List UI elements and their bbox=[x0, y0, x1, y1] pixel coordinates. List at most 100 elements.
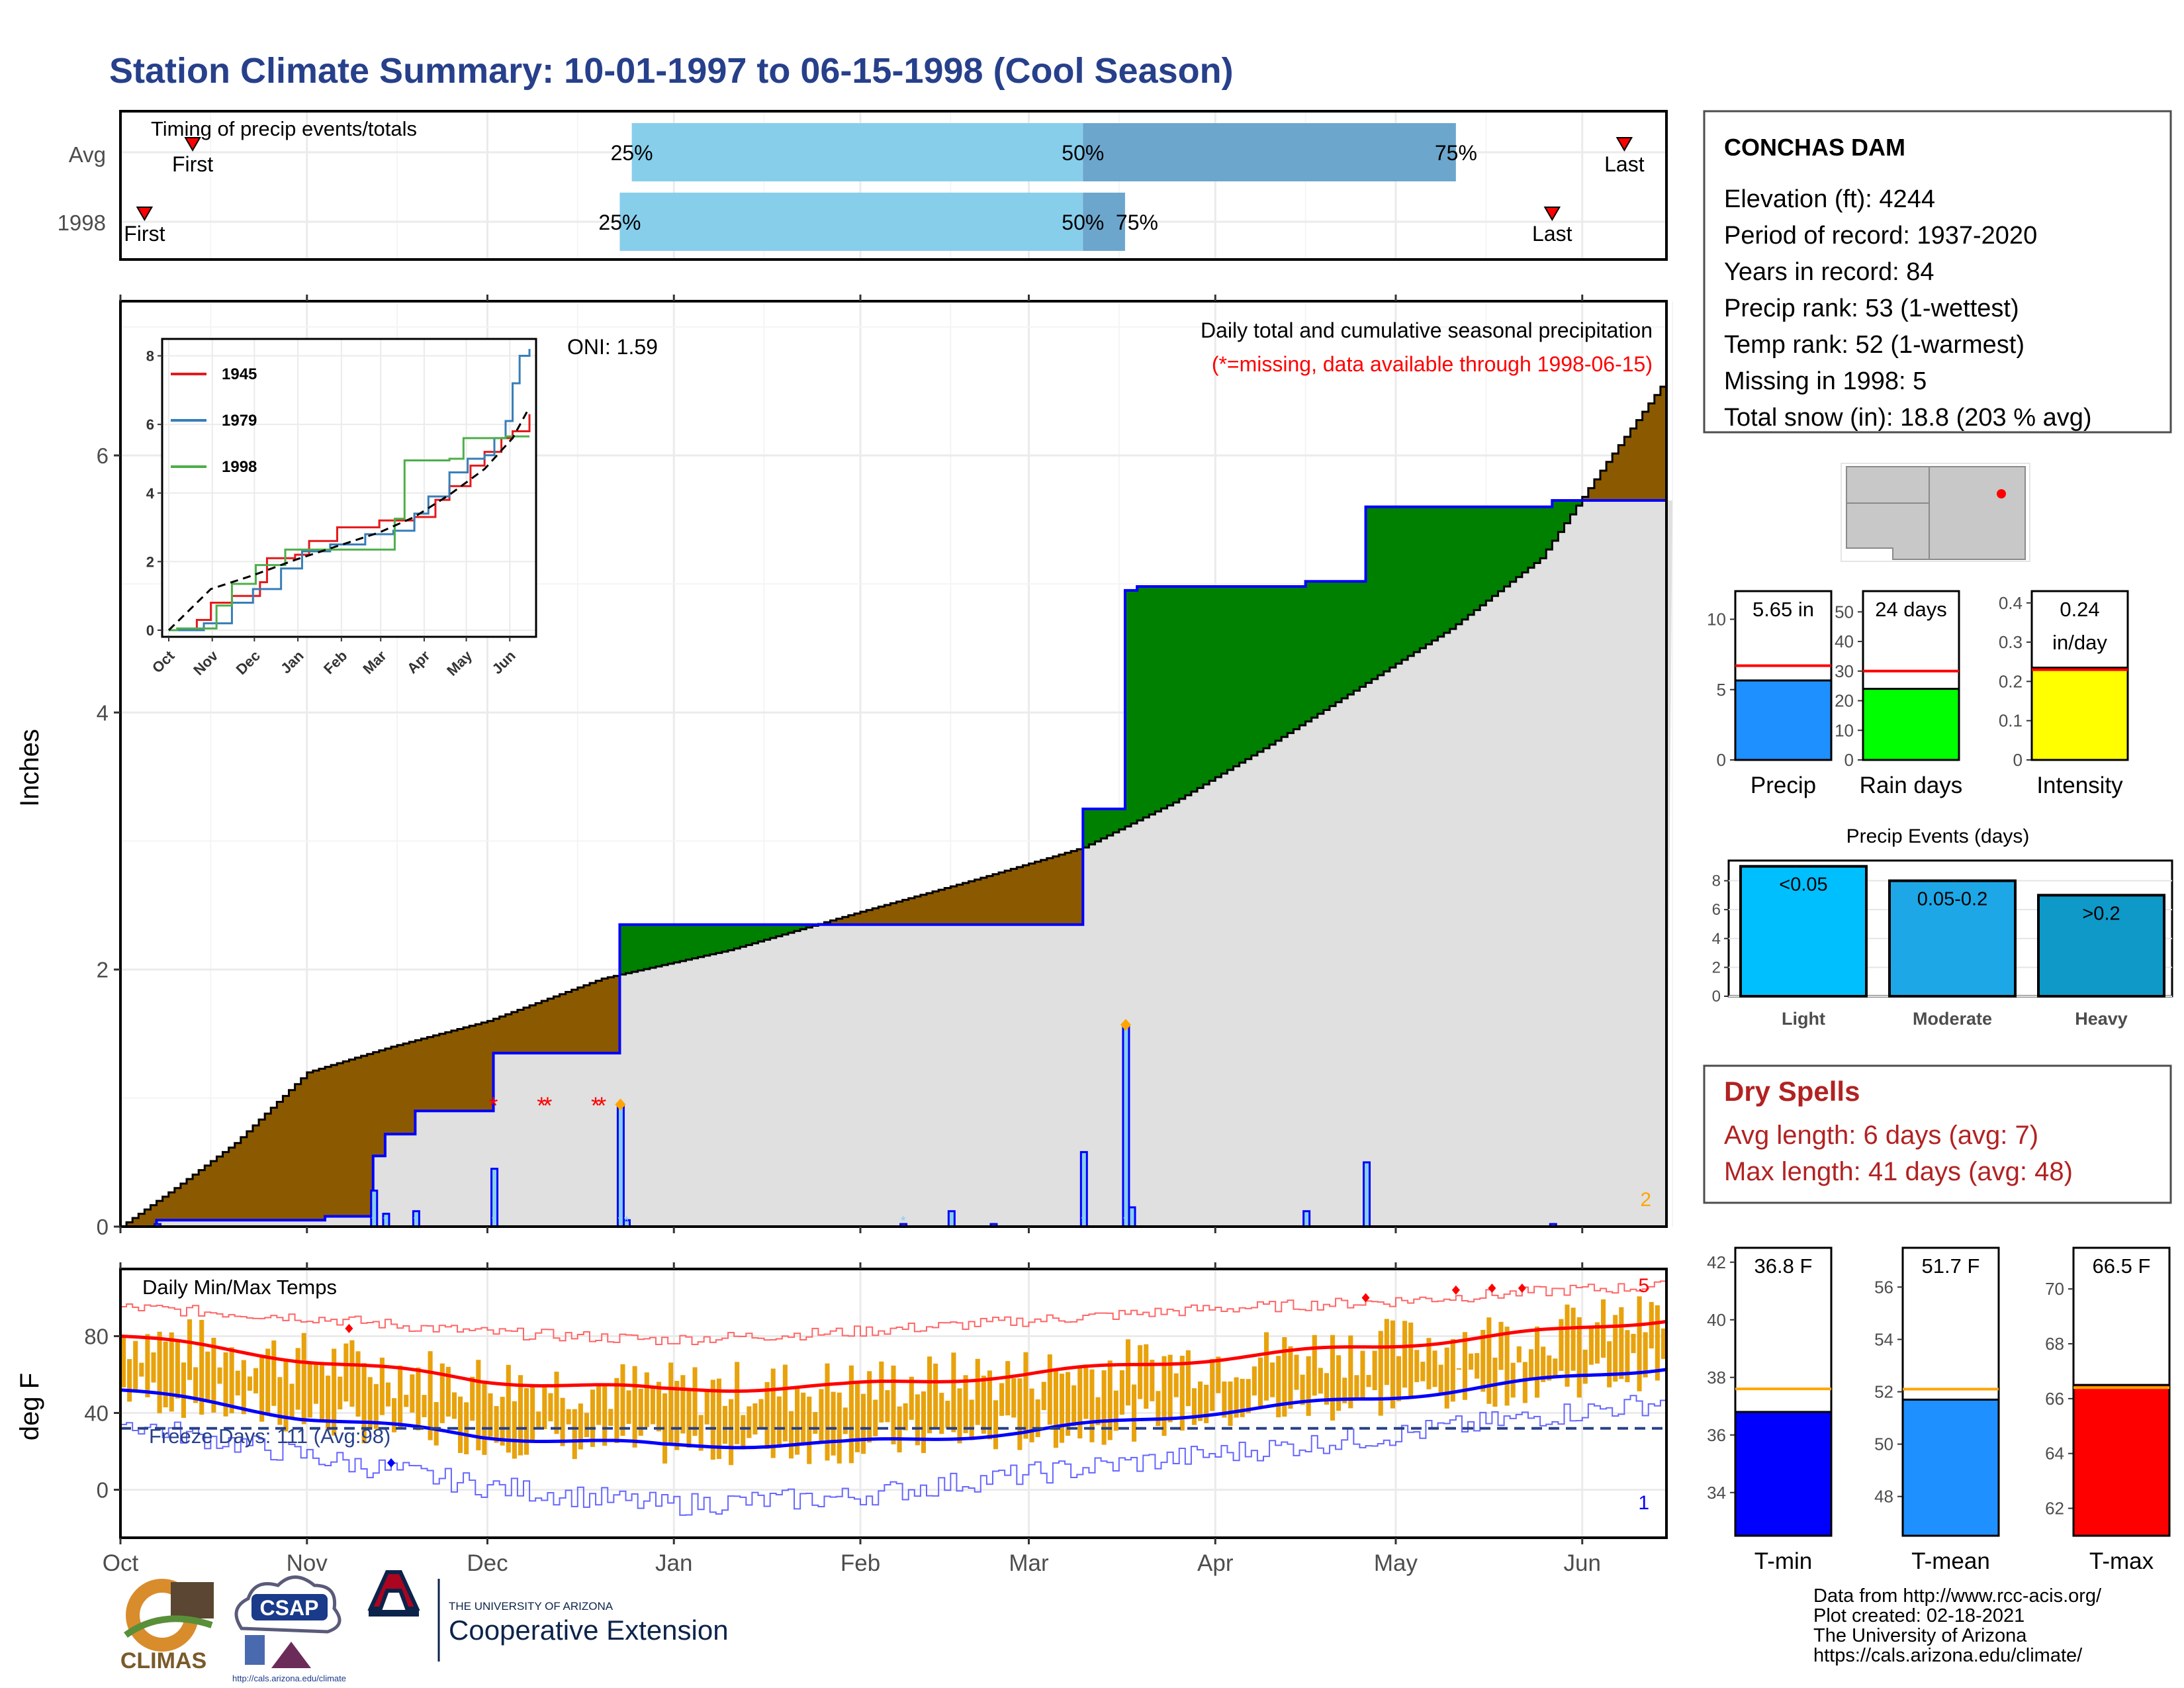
precip-below-avg-area bbox=[457, 1029, 464, 1111]
daily-temp-range-bar bbox=[307, 1363, 312, 1418]
daily-temp-range-bar bbox=[963, 1375, 968, 1434]
events-bar-moderate bbox=[1888, 879, 2017, 998]
daily-temp-range-bar bbox=[933, 1363, 938, 1429]
daily-temp-range-bar bbox=[1607, 1341, 1612, 1387]
precip-below-avg-area bbox=[499, 1016, 506, 1053]
precip-y-tick-label: 6 bbox=[97, 444, 109, 468]
snow-marker-icon: * bbox=[492, 1214, 497, 1229]
daily-temp-range-bar bbox=[813, 1412, 818, 1434]
precip-below-avg-area bbox=[505, 1014, 512, 1053]
events-category-label: Moderate bbox=[1913, 1009, 1992, 1029]
events-y-tick-label: 6 bbox=[1712, 901, 1721, 919]
timing-last-label: Last bbox=[1532, 222, 1572, 246]
daily-temp-range-bar bbox=[710, 1380, 715, 1460]
daily-temp-range-bar bbox=[428, 1351, 433, 1440]
precip-below-avg-area bbox=[385, 1048, 392, 1135]
precip-above-avg-area bbox=[1083, 808, 1090, 848]
inset-y-tick-label: 0 bbox=[146, 622, 154, 639]
precip-below-avg-area bbox=[415, 1040, 422, 1111]
daily-temp-range-bar bbox=[241, 1360, 246, 1415]
precip-y-tick-label: 0 bbox=[97, 1215, 109, 1239]
precip-below-avg-area bbox=[132, 1218, 139, 1227]
timing-label-50: 50% bbox=[1062, 141, 1104, 165]
dry-spells-title: Dry Spells bbox=[1724, 1076, 1860, 1107]
precip-below-avg-area bbox=[397, 1045, 404, 1135]
mini-bar-t-max bbox=[2072, 1383, 2171, 1537]
daily-temp-range-bar bbox=[1198, 1381, 1203, 1421]
average-max-line bbox=[120, 1319, 1667, 1393]
map-states-icon bbox=[1846, 466, 2026, 560]
timing-last-marker-icon bbox=[1543, 207, 1561, 221]
daily-temp-range-bar bbox=[1041, 1382, 1046, 1411]
daily-temp-range-bar bbox=[439, 1363, 445, 1423]
daily-temp-range-bar bbox=[1035, 1399, 1040, 1438]
record-high-marker-icon bbox=[1361, 1293, 1370, 1303]
mini-category-label: T-mean bbox=[1911, 1548, 1990, 1574]
timing-bars: 25% 50% 75% First Last 25% 50% 75% First Last bbox=[124, 123, 1645, 251]
precip-below-avg-area bbox=[283, 1096, 290, 1221]
precip-above-avg-area bbox=[1461, 506, 1469, 620]
missing-day-marker: * bbox=[543, 1092, 552, 1119]
precip-above-avg-area bbox=[1251, 586, 1258, 756]
precip-above-avg-area bbox=[1269, 586, 1276, 745]
daily-temp-range-bar bbox=[1179, 1356, 1185, 1431]
events-y-tick-label: 4 bbox=[1712, 930, 1721, 948]
daily-temp-range-bar bbox=[1613, 1315, 1618, 1382]
precip-above-avg-area bbox=[1203, 586, 1210, 784]
precip-above-avg-area bbox=[1089, 808, 1096, 845]
events-y-tick-label: 8 bbox=[1712, 872, 1721, 890]
daily-temp-range-bar bbox=[1402, 1321, 1408, 1388]
events-bar-light bbox=[1739, 865, 1868, 998]
precip-above-avg-area bbox=[1118, 808, 1126, 830]
precip-above-avg-area bbox=[776, 924, 783, 937]
daily-temp-range-bar bbox=[668, 1362, 674, 1444]
precip-below-avg-area bbox=[168, 1192, 175, 1221]
daily-temp-range-bar bbox=[301, 1333, 306, 1425]
precip-above-avg-area bbox=[1143, 586, 1150, 818]
mini-y-tick-label: 66 bbox=[2045, 1389, 2064, 1409]
daily-temp-range-bar bbox=[476, 1360, 481, 1450]
daily-temp-range-bar bbox=[987, 1370, 992, 1440]
inset-grid bbox=[162, 339, 536, 637]
daily-temp-range-bar bbox=[1432, 1350, 1437, 1387]
mini-value-label: 66.5 F bbox=[2093, 1254, 2151, 1278]
daily-temp-range-bar bbox=[1029, 1388, 1034, 1442]
precip-below-avg-area bbox=[547, 998, 555, 1053]
precip-below-avg-area bbox=[240, 1137, 248, 1221]
precip-below-avg-area bbox=[583, 985, 590, 1053]
daily-temp-range-bar bbox=[1643, 1332, 1648, 1378]
daily-temp-range-bar bbox=[1360, 1350, 1365, 1398]
precip-below-avg-area bbox=[1071, 851, 1077, 925]
precip-y-tick-label: 2 bbox=[97, 958, 109, 982]
daily-temp-range-bar bbox=[602, 1385, 608, 1446]
daily-temp-range-bar bbox=[620, 1364, 625, 1436]
daily-temp-range-bar bbox=[133, 1340, 138, 1391]
precip-below-avg-area bbox=[1630, 428, 1637, 500]
daily-temp-range-bar bbox=[951, 1352, 956, 1432]
precip-above-avg-area bbox=[1131, 590, 1138, 823]
precip-above-avg-area bbox=[800, 924, 807, 929]
precip-below-avg-area bbox=[848, 915, 855, 925]
station-name: CONCHAS DAM bbox=[1724, 134, 1905, 161]
precip-above-avg-area bbox=[782, 924, 789, 935]
station-snow: Total snow (in): 18.8 (203 % avg) bbox=[1724, 404, 2092, 432]
daily-temp-range-bar bbox=[692, 1367, 698, 1436]
csap-logo-text: CSAP bbox=[260, 1596, 319, 1620]
precip-below-avg-area bbox=[193, 1174, 199, 1221]
timing-last-label: Last bbox=[1604, 152, 1645, 176]
precip-above-avg-area bbox=[1558, 500, 1565, 532]
precip-below-avg-area bbox=[854, 913, 861, 925]
missing-day-marker: * bbox=[597, 1092, 606, 1119]
daily-temp-range-bar bbox=[842, 1407, 848, 1434]
daily-temp-range-bar bbox=[332, 1348, 337, 1436]
precip-below-avg-area bbox=[150, 1205, 158, 1227]
precip-below-avg-area bbox=[602, 978, 608, 1053]
daily-temp-range-bar bbox=[205, 1351, 210, 1401]
daily-temp-range-bar bbox=[819, 1389, 824, 1442]
daily-temp-range-bar bbox=[999, 1383, 1005, 1416]
daily-precip-bar bbox=[616, 1103, 625, 1228]
daily-temp-range-bar bbox=[1354, 1375, 1359, 1401]
daily-temp-range-bar bbox=[500, 1397, 505, 1446]
daily-temp-range-bar bbox=[542, 1386, 547, 1429]
